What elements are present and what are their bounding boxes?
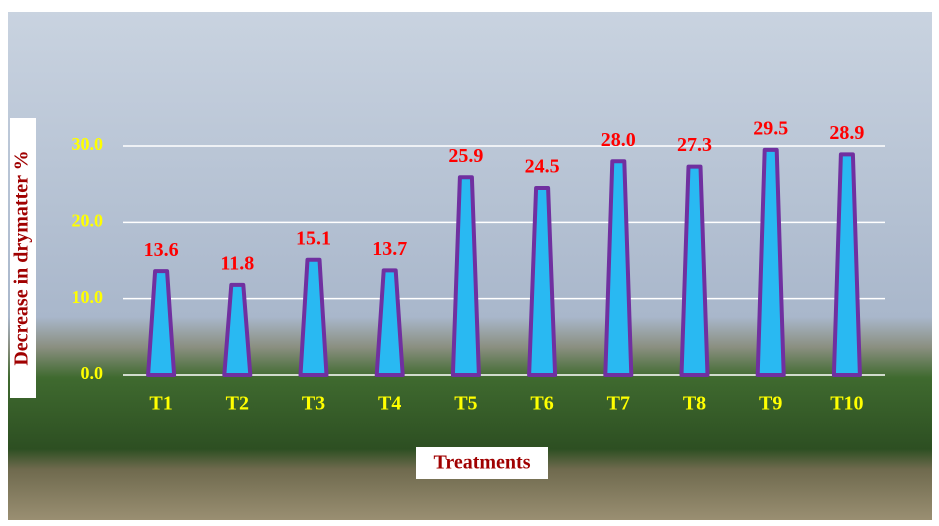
value-label: 13.6 [144, 239, 179, 261]
value-label: 25.9 [448, 145, 483, 167]
value-label: 11.8 [220, 253, 254, 275]
value-label: 13.7 [372, 238, 407, 260]
x-tick-label: T9 [759, 393, 782, 415]
x-tick-label: T2 [226, 393, 249, 415]
x-tick-label: T6 [530, 393, 553, 415]
x-tick-label: T7 [607, 393, 630, 415]
x-tick-label: T8 [683, 393, 706, 415]
value-label: 27.3 [677, 134, 712, 156]
x-tick-label: T4 [378, 393, 401, 415]
value-label: 28.0 [601, 129, 636, 151]
y-axis-label: Decrease in drymatter % [11, 150, 33, 365]
chart: 0.0 10.0 20.0 30.0 13.6 T1 11.8 T2 15.1 T3 13.7 T4 2… [0, 0, 939, 526]
y-tick-label: 30.0 [72, 134, 104, 154]
value-label: 15.1 [296, 227, 331, 249]
y-tick-label: 0.0 [81, 363, 104, 383]
x-tick-label: T10 [830, 393, 863, 415]
value-label: 28.9 [829, 122, 864, 144]
value-label: 24.5 [525, 156, 560, 178]
x-tick-label: T5 [454, 393, 477, 415]
x-tick-label: T3 [302, 393, 325, 415]
y-tick-label: 10.0 [72, 287, 104, 307]
x-tick-label: T1 [149, 393, 172, 415]
x-axis-label: Treatments [433, 452, 530, 474]
value-label: 29.5 [753, 117, 788, 139]
y-tick-label: 20.0 [72, 210, 104, 230]
